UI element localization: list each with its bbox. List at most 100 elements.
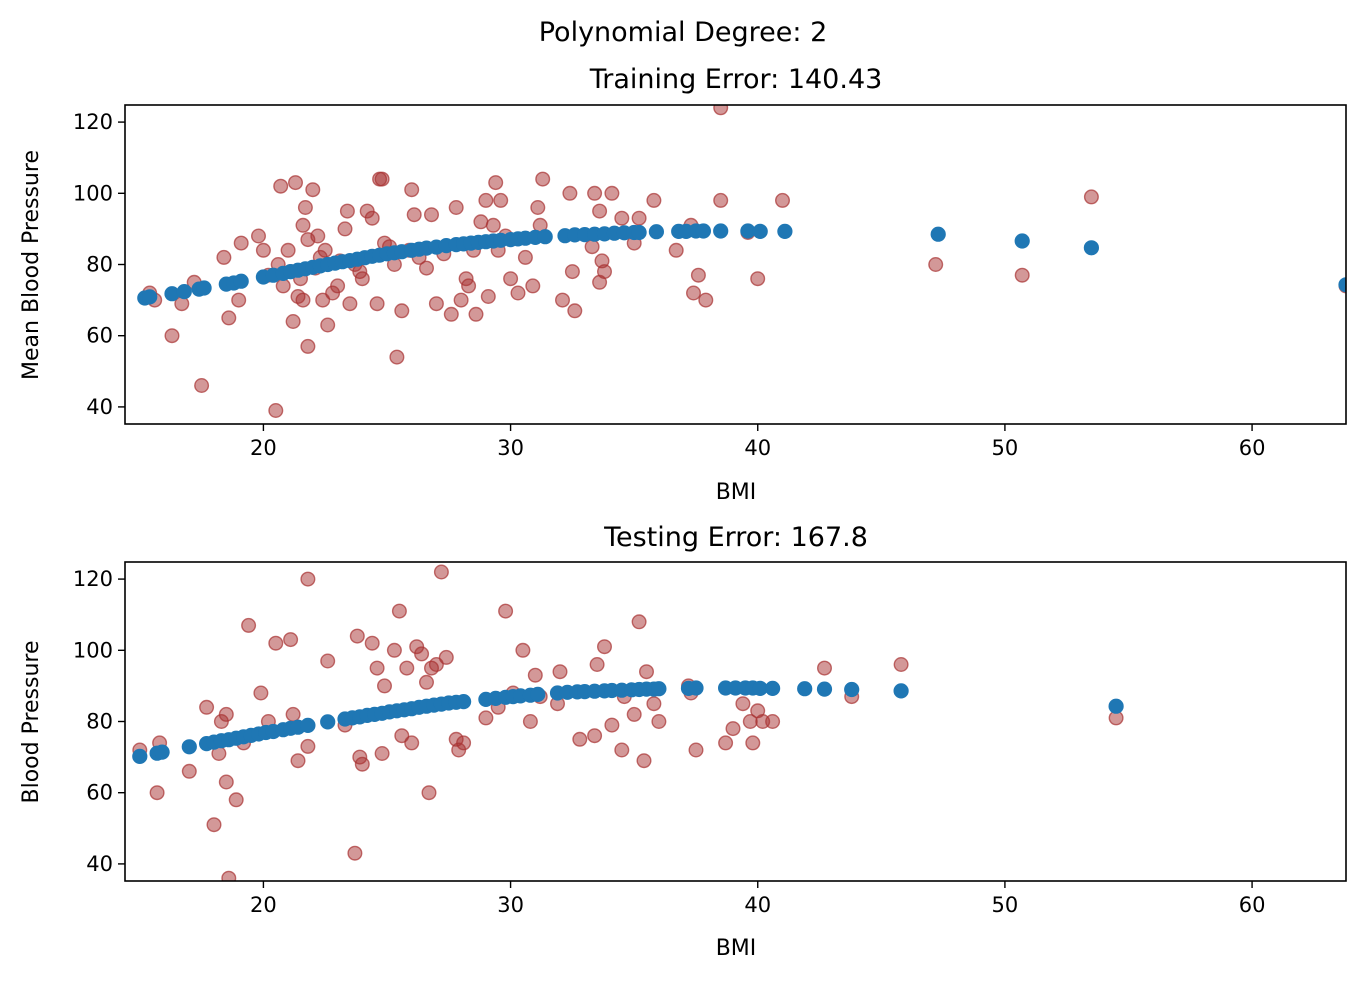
training-actual-point (255, 242, 271, 258)
testing-actual-point (718, 735, 734, 751)
training-predicted-point (1014, 233, 1030, 249)
training-predicted-point (1338, 277, 1346, 293)
training-predicted-point (713, 223, 729, 239)
training-actual-point (231, 292, 247, 308)
training-actual-point (273, 178, 289, 194)
training-actual-point (690, 267, 706, 283)
testing-y-tick-label: 40 (86, 852, 113, 876)
training-actual-point (493, 192, 509, 208)
training-actual-point (555, 292, 571, 308)
training-actual-point (468, 306, 484, 322)
testing-actual-point (364, 635, 380, 651)
testing-actual-point (725, 721, 741, 737)
testing-actual-point (419, 674, 435, 690)
training-predicted-point (648, 224, 665, 240)
testing-x-tick-label: 40 (744, 893, 771, 917)
training-x-tick-label: 40 (744, 436, 771, 460)
testing-actual-point (893, 657, 909, 673)
training-actual-point (592, 203, 608, 219)
testing-predicted-point (1108, 698, 1124, 714)
testing-x-axis-label: BMI (716, 936, 757, 961)
training-actual-point (389, 349, 405, 365)
training-actual-point (295, 292, 311, 308)
training-actual-point (369, 296, 385, 312)
training-actual-point (698, 292, 714, 308)
training-plot-frame (124, 104, 1347, 425)
testing-predicted-point (530, 686, 546, 703)
testing-actual-point (735, 696, 751, 712)
training-predicted-point (142, 289, 158, 305)
training-y-tick-label: 120 (73, 110, 113, 134)
testing-actual-point (522, 714, 538, 730)
figure-suptitle: Polynomial Degree: 2 (539, 17, 828, 48)
training-actual-point (285, 314, 301, 330)
training-predicted-point (233, 273, 249, 289)
testing-actual-point (349, 628, 365, 644)
testing-actual-point (572, 731, 588, 747)
training-x-tick-label: 20 (250, 436, 277, 460)
training-actual-point (330, 278, 346, 294)
testing-actual-point (320, 653, 336, 669)
testing-actual-point (604, 717, 620, 733)
testing-actual-point (639, 664, 655, 680)
training-actual-point (453, 292, 469, 308)
training-actual-point (448, 199, 464, 215)
testing-predicted-point (797, 681, 813, 697)
training-actual-point (485, 217, 501, 233)
testing-x-tick-label: 30 (497, 893, 524, 917)
testing-actual-point (253, 685, 269, 701)
training-actual-point (604, 185, 620, 201)
testing-predicted-point (688, 680, 704, 696)
training-y-tick-label: 40 (86, 395, 113, 419)
testing-predicted-point (300, 717, 316, 734)
training-actual-point (562, 185, 578, 201)
testing-actual-point (614, 742, 630, 758)
training-actual-point (478, 192, 494, 208)
testing-actual-point (394, 728, 410, 744)
training-actual-point (233, 235, 249, 251)
training-actual-point (564, 264, 580, 280)
training-actual-point (686, 285, 702, 301)
training-title: Training Error: 140.43 (589, 64, 883, 95)
training-actual-point (216, 249, 232, 265)
training-actual-point (268, 403, 284, 419)
testing-actual-point (300, 738, 316, 754)
training-actual-point (713, 192, 729, 208)
testing-actual-point (817, 660, 833, 676)
training-predicted-point (777, 223, 793, 239)
testing-actual-point (404, 735, 420, 751)
testing-actual-point (456, 735, 472, 751)
training-y-tick-label: 100 (73, 181, 113, 205)
training-actual-point (280, 242, 296, 258)
training-predicted-point (1083, 240, 1099, 256)
testing-actual-point (433, 564, 449, 580)
training-actual-point (668, 242, 684, 258)
training-predicted-point (164, 286, 180, 302)
testing-actual-point (636, 753, 652, 769)
training-actual-point (406, 207, 422, 223)
training-predicted-point (176, 284, 192, 300)
training-actual-point (503, 271, 519, 287)
training-actual-point (194, 378, 210, 394)
testing-actual-point (626, 706, 642, 722)
testing-marks (132, 564, 1124, 881)
training-predicted-point (695, 223, 712, 239)
testing-predicted-point (765, 680, 781, 697)
training-actual-point (342, 296, 358, 312)
training-actual-point (597, 264, 613, 280)
training-actual-point (305, 182, 321, 198)
testing-actual-point (391, 603, 407, 619)
training-predicted-point (196, 280, 212, 296)
testing-actual-point (228, 792, 244, 808)
testing-actual-point (587, 728, 603, 744)
training-actual-point (221, 310, 237, 326)
training-x-tick-label: 60 (1239, 436, 1266, 460)
training-y-tick-label: 80 (86, 253, 113, 277)
training-actual-point (424, 207, 440, 223)
testing-actual-point (377, 678, 393, 694)
testing-actual-point (765, 714, 781, 730)
training-actual-point (250, 228, 266, 244)
training-actual-point (317, 242, 333, 258)
testing-predicted-point (456, 694, 472, 710)
